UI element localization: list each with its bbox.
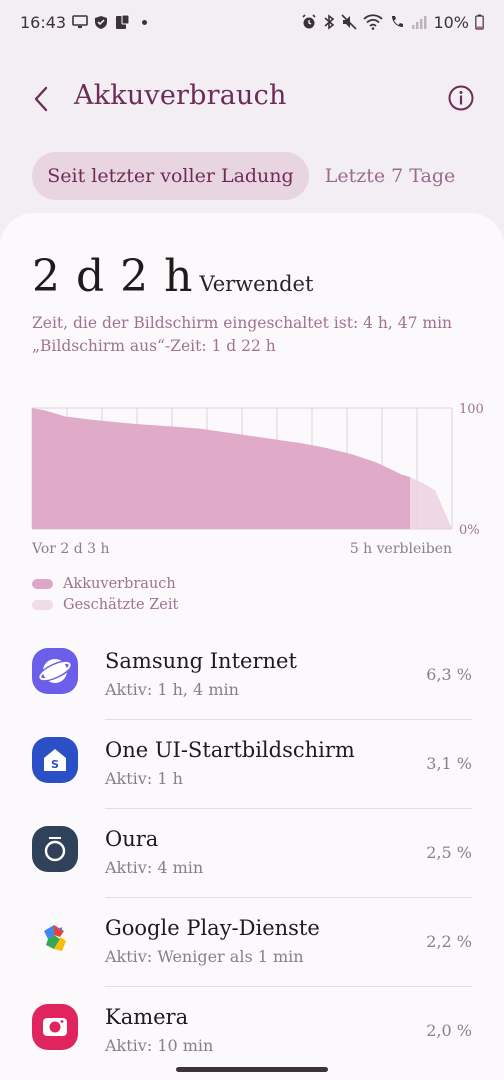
app-row-google-play-services[interactable]: Google Play-Dienste Aktiv: Weniger als 1… — [0, 898, 504, 987]
legend-label-usage: Akkuverbrauch — [63, 575, 176, 592]
clock: 16:43 — [20, 12, 67, 32]
app-active-time: Aktiv: 1 h — [105, 769, 183, 788]
chart-legend: Akkuverbrauch Geschätzte Zeit — [32, 573, 178, 615]
battery-usage-card: 2 d 2 h Verwendet Zeit, die der Bildschi… — [0, 213, 504, 1080]
legend-swatch-estimate — [32, 599, 53, 610]
info-icon[interactable] — [447, 84, 475, 112]
legend-swatch-usage — [32, 578, 53, 589]
app-percent: 2,2 % — [426, 932, 472, 951]
series-area-usage — [32, 408, 410, 529]
call-icon — [392, 16, 404, 27]
app-active-time: Aktiv: Weniger als 1 min — [105, 947, 304, 966]
back-arrow-icon[interactable] — [30, 84, 54, 114]
tab-since-last-charge[interactable]: Seit letzter voller Ladung — [32, 152, 309, 200]
oura-icon — [32, 826, 78, 872]
app-row-samsung-internet[interactable]: Samsung Internet Aktiv: 1 h, 4 min 6,3 % — [0, 631, 504, 720]
app-row-camera[interactable]: Kamera Aktiv: 10 min 2,0 % — [0, 987, 504, 1076]
samsung-internet-icon — [32, 648, 78, 694]
camera-icon — [32, 1004, 78, 1050]
y-tick-label-bottom: 0% — [459, 523, 480, 538]
app-row-one-ui-home[interactable]: S One UI-Startbildschirm Aktiv: 1 h 3,1 … — [0, 720, 504, 809]
app-percent: 6,3 % — [426, 665, 472, 684]
period-tabs: Seit letzter voller Ladung Letzte 7 Tage — [0, 152, 504, 202]
screen-icon — [72, 15, 88, 28]
divider — [105, 808, 472, 809]
x-label-end: 5 h verbleiben — [350, 541, 452, 557]
page-title: Akkuverbrauch — [74, 80, 287, 111]
app-header: Akkuverbrauch — [0, 70, 504, 130]
legend-label-estimate: Geschätzte Zeit — [63, 596, 179, 613]
series-area-estimate — [410, 476, 452, 529]
alarm-icon — [302, 14, 317, 29]
app-row-oura[interactable]: Oura Aktiv: 4 min 2,5 % — [0, 809, 504, 898]
battery-percent: 10% — [433, 12, 469, 32]
shield-icon — [95, 15, 108, 29]
app-active-time: Aktiv: 4 min — [105, 858, 204, 877]
app-name: Samsung Internet — [105, 649, 297, 673]
divider — [105, 986, 472, 987]
app-percent: 2,0 % — [426, 1021, 472, 1040]
wifi-icon — [363, 14, 384, 30]
app-name: One UI-Startbildschirm — [105, 738, 355, 762]
usage-summary: 2 d 2 h Verwendet — [32, 251, 313, 302]
app-usage-list: Samsung Internet Aktiv: 1 h, 4 min 6,3 %… — [0, 631, 504, 1076]
legend-item-estimate: Geschätzte Zeit — [32, 594, 178, 615]
one-ui-home-icon: S — [32, 737, 78, 783]
usage-label: Verwendet — [199, 272, 314, 296]
divider — [105, 897, 472, 898]
status-left: 16:43 — [20, 12, 148, 32]
app-name: Google Play-Dienste — [105, 916, 320, 940]
app-percent: 3,1 % — [426, 754, 472, 773]
screen-on-time: Zeit, die der Bildschirm eingeschaltet i… — [32, 314, 453, 332]
app-active-time: Aktiv: 10 min — [105, 1036, 214, 1055]
status-right: 10% — [301, 13, 484, 32]
battery-chart: 100 0% Vor 2 d 3 h 5 h verbleiben — [31, 402, 484, 557]
x-label-start: Vor 2 d 3 h — [31, 541, 110, 557]
tab-last-7-days[interactable]: Letzte 7 Tage — [324, 165, 456, 187]
signal-icon — [412, 16, 427, 29]
battery-icon — [475, 14, 484, 30]
usage-duration: 2 d 2 h — [32, 251, 194, 302]
clipboard-icon — [116, 14, 130, 29]
app-name: Kamera — [105, 1005, 189, 1029]
app-active-time: Aktiv: 1 h, 4 min — [105, 680, 239, 699]
app-name: Oura — [105, 827, 159, 851]
screen-off-time: „Bildschirm aus“-Zeit: 1 d 22 h — [32, 337, 276, 355]
mute-icon — [341, 14, 358, 30]
divider — [105, 719, 472, 720]
status-bar: 16:43 10% — [0, 0, 504, 44]
svg-text:S: S — [51, 758, 59, 771]
y-tick-label-top: 100 — [459, 402, 484, 417]
app-percent: 2,5 % — [426, 843, 472, 862]
legend-item-usage: Akkuverbrauch — [32, 573, 178, 594]
home-indicator[interactable] — [176, 1067, 328, 1072]
bluetooth-icon — [324, 14, 335, 30]
google-play-services-icon — [32, 915, 78, 961]
notification-dot-icon — [142, 19, 148, 25]
